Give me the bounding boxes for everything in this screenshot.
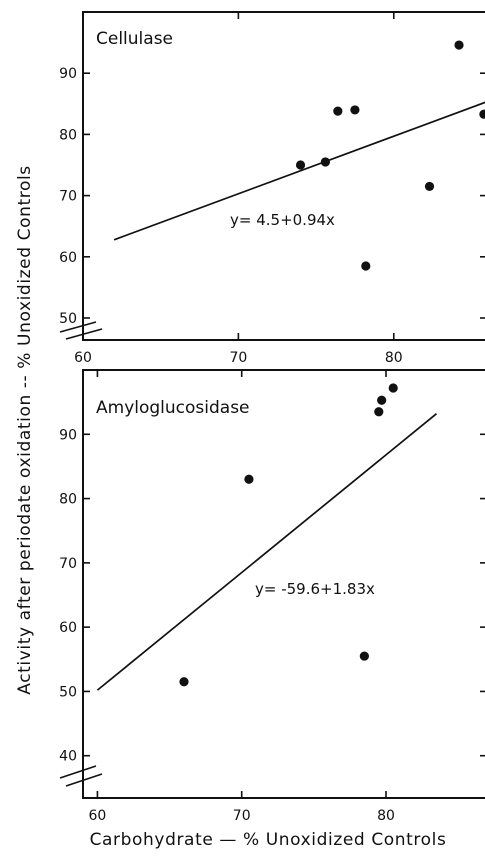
amyloglucosidase-x-tick-label: 60 [89, 808, 107, 824]
amyloglucosidase-x-tick-label: 80 [377, 808, 395, 824]
amyloglucosidase-y-tick-label: 70 [59, 556, 77, 572]
cellulase-title: Cellulase [96, 29, 173, 49]
y-axis-label: Activity after periodate oxidation -- % … [15, 165, 35, 694]
cellulase-regression-line [113, 101, 485, 241]
cellulase-y-tick-label: 70 [59, 189, 77, 205]
amyloglucosidase-y-tick-label: 40 [59, 749, 77, 765]
amyloglucosidase-plot-frame [82, 369, 485, 799]
cellulase-y-tick-label: 60 [59, 250, 77, 266]
amyloglucosidase-data-point [244, 474, 254, 484]
cellulase-y-tick-label: 80 [59, 127, 77, 143]
amyloglucosidase-fit [96, 413, 438, 691]
cellulase-x-tick-label: 70 [229, 350, 247, 366]
amyloglucosidase-y-tick-label: 80 [59, 492, 77, 508]
amyloglucosidase-y-tick-label: 60 [59, 620, 77, 636]
cellulase-data-point [361, 261, 371, 271]
amyloglucosidase-regression-line [96, 413, 438, 691]
cellulase-x-tick-label: 80 [385, 350, 403, 366]
cellulase-axis-break [59, 321, 103, 340]
cellulase-points [295, 40, 485, 271]
cellulase-plot-frame [82, 11, 485, 341]
cellulase-y-tick-label: 50 [59, 311, 77, 327]
amyloglucosidase-y-tick-label: 90 [59, 427, 77, 443]
amyloglucosidase-ticks: 40 50 60 70 80 90 60 70 80 [59, 370, 485, 824]
cellulase-panel: Cellulase y= 4.5+0.94x 50 60 70 80 90 60 70 80 [59, 11, 485, 366]
cellulase-equation: y= 4.5+0.94x [230, 211, 335, 229]
amyloglucosidase-points [179, 383, 398, 687]
amyloglucosidase-equation: y= -59.6+1.83x [255, 580, 375, 598]
amyloglucosidase-data-point [179, 677, 189, 687]
amyloglucosidase-axis-break [59, 765, 103, 787]
amyloglucosidase-title: Amyloglucosidase [96, 398, 250, 418]
cellulase-data-point [320, 157, 330, 167]
cellulase-fit [113, 101, 485, 241]
cellulase-ticks: 50 60 70 80 90 60 70 80 [59, 12, 485, 366]
amyloglucosidase-y-tick-label: 50 [59, 684, 77, 700]
cellulase-data-point [479, 109, 485, 119]
cellulase-data-point [350, 105, 360, 115]
amyloglucosidase-data-point [359, 651, 369, 661]
amyloglucosidase-data-point [377, 395, 387, 405]
cellulase-data-point [454, 40, 464, 50]
x-axis-label: Carbohydrate — % Unoxidized Controls [90, 830, 447, 850]
cellulase-y-tick-label: 90 [59, 66, 77, 82]
amyloglucosidase-panel: Amyloglucosidase y= -59.6+1.83x 40 50 60 70… [59, 369, 485, 824]
amyloglucosidase-data-point [374, 407, 384, 417]
cellulase-x-tick-label: 60 [74, 350, 92, 366]
cellulase-data-point [295, 160, 306, 170]
cellulase-data-point [333, 106, 343, 116]
amyloglucosidase-x-tick-label: 70 [233, 808, 251, 824]
amyloglucosidase-data-point [388, 383, 398, 393]
cellulase-data-point [424, 181, 435, 192]
